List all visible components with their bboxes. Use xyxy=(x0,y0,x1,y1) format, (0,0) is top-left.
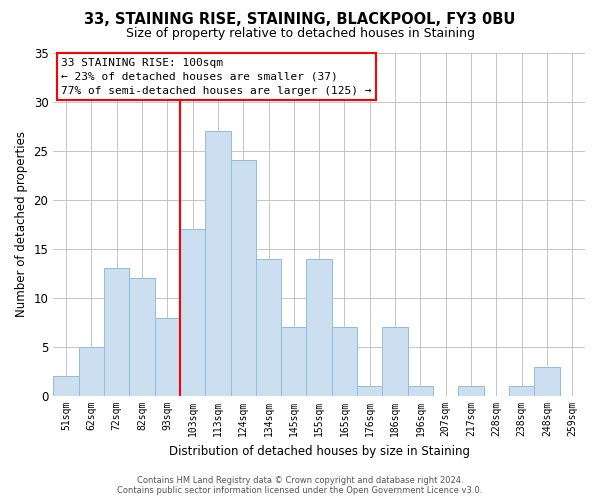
Bar xyxy=(281,328,307,396)
Bar xyxy=(205,131,230,396)
Text: 33, STAINING RISE, STAINING, BLACKPOOL, FY3 0BU: 33, STAINING RISE, STAINING, BLACKPOOL, … xyxy=(85,12,515,28)
Bar xyxy=(129,278,155,396)
Y-axis label: Number of detached properties: Number of detached properties xyxy=(15,132,28,318)
Bar xyxy=(180,229,205,396)
Text: 33 STAINING RISE: 100sqm
← 23% of detached houses are smaller (37)
77% of semi-d: 33 STAINING RISE: 100sqm ← 23% of detach… xyxy=(61,58,372,96)
Text: Contains HM Land Registry data © Crown copyright and database right 2024.
Contai: Contains HM Land Registry data © Crown c… xyxy=(118,476,482,495)
Text: Size of property relative to detached houses in Staining: Size of property relative to detached ho… xyxy=(125,28,475,40)
Bar xyxy=(408,386,433,396)
Bar xyxy=(382,328,408,396)
Bar xyxy=(256,258,281,396)
Bar xyxy=(535,366,560,396)
Bar xyxy=(79,347,104,396)
Bar xyxy=(307,258,332,396)
Bar xyxy=(357,386,382,396)
Bar xyxy=(458,386,484,396)
Bar xyxy=(53,376,79,396)
Bar xyxy=(509,386,535,396)
Bar xyxy=(104,268,129,396)
Bar xyxy=(230,160,256,396)
X-axis label: Distribution of detached houses by size in Staining: Distribution of detached houses by size … xyxy=(169,444,470,458)
Bar xyxy=(155,318,180,396)
Bar xyxy=(332,328,357,396)
